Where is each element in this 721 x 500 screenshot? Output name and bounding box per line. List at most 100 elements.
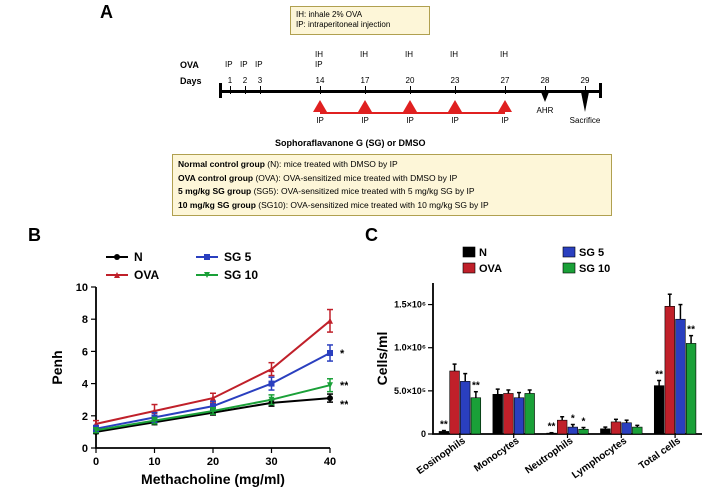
chart-c-legend-N: N xyxy=(479,247,487,259)
timeline-day-14: 14 xyxy=(316,76,325,85)
chart-b-xtick: 40 xyxy=(324,456,336,468)
chart-c-bar-Eosinophils-SG 5 xyxy=(460,381,470,434)
chart-c-bar-Neutrophils-SG 5 xyxy=(568,427,578,434)
chart-b-xtick: 30 xyxy=(265,456,277,468)
chart-c-cat-Eosinophils: Eosinophils xyxy=(415,435,468,477)
panel-c-label: C xyxy=(365,225,378,246)
timeline-bottom-ip-23: IP xyxy=(451,116,459,125)
chart-c-cat-Total cells: Total cells xyxy=(637,435,683,472)
timeline-day-27: 27 xyxy=(501,76,510,85)
red-triangle-20 xyxy=(403,100,417,112)
chart-c-sig: ** xyxy=(655,370,663,381)
timeline-ip-14: IP xyxy=(315,60,323,69)
chart-c-legend-SG 5: SG 5 xyxy=(579,247,604,259)
red-triangle-17 xyxy=(358,100,372,112)
red-triangle-27 xyxy=(498,100,512,112)
chart-b-legend-SG 5: SG 5 xyxy=(224,250,252,264)
chart-c-bar-Monocytes-SG 5 xyxy=(514,398,524,434)
chart-b-ytick: 6 xyxy=(82,346,88,358)
chart-c-bar-Neutrophils-SG 10 xyxy=(579,429,589,434)
chart-c-cat-Neutrophils: Neutrophils xyxy=(523,435,575,476)
chart-c-bar-Lymphocytes-SG 5 xyxy=(622,423,632,434)
chart-c-ytick: 0 xyxy=(421,429,426,439)
chart-b-ylabel: Penh xyxy=(49,350,65,384)
chart-b-ytick: 2 xyxy=(82,411,88,423)
timeline-ih-27: IH xyxy=(500,50,508,59)
chart-c-bar-Neutrophils-OVA xyxy=(557,420,567,434)
chart-c-bar-Eosinophils-SG 10 xyxy=(471,398,481,434)
timeline-bottom-ip-17: IP xyxy=(361,116,369,125)
chart-b-ytick: 8 xyxy=(82,314,88,326)
timeline-day-29: 29 xyxy=(581,76,590,85)
chart-c-sig: ** xyxy=(548,422,556,433)
legend-line-1: IH: inhale 2% OVA xyxy=(296,10,424,20)
chart-c-bar-Monocytes-N xyxy=(493,394,503,434)
chart-c-bar-Lymphocytes-N xyxy=(600,429,610,434)
chart-b-xtick: 20 xyxy=(207,456,219,468)
chart-b-ytick: 0 xyxy=(82,443,88,455)
chart-c-ytick: 5.0×10⁵ xyxy=(394,386,426,396)
chart-c-ytick: 1.0×10⁶ xyxy=(394,343,426,353)
chart-c-bar-Total cells-SG 10 xyxy=(686,343,696,434)
red-triangle-23 xyxy=(448,100,462,112)
chart-c: 05.0×10⁵1.0×10⁶1.5×10⁶Cells/ml****Eosino… xyxy=(375,245,710,490)
panel-a-legend-box: IH: inhale 2% OVA IP: intraperitoneal in… xyxy=(290,6,430,35)
sg-treatment-label: Sophoraflavanone G (SG) or DMSO xyxy=(275,138,426,148)
timeline-day-20: 20 xyxy=(406,76,415,85)
chart-c-bar-Monocytes-SG 10 xyxy=(525,393,535,434)
timeline-day-28: 28 xyxy=(541,76,550,85)
chart-c-sig: ** xyxy=(687,325,695,336)
panel-b-label: B xyxy=(28,225,41,246)
timeline-bottom-ip-14: IP xyxy=(316,116,324,125)
chart-b-ytick: 4 xyxy=(82,379,89,391)
timeline-day-23: 23 xyxy=(451,76,460,85)
timeline-ih-14: IH xyxy=(315,50,323,59)
group-desc-2: 5 mg/kg SG group (SG5): OVA-sensitized m… xyxy=(178,185,606,199)
chart-c-sig: ** xyxy=(440,420,448,431)
chart-b-xlabel: Methacholine (mg/ml) xyxy=(141,471,285,487)
chart-b-legend-OVA: OVA xyxy=(134,268,159,282)
group-desc-3: 10 mg/kg SG group (SG10): OVA-sensitized… xyxy=(178,199,606,213)
chart-c-legend-SG 10: SG 10 xyxy=(579,263,610,275)
panel-a: IH: inhale 2% OVA IP: intraperitoneal in… xyxy=(80,2,640,222)
chart-b: 0246810010203040Methacholine (mg/ml)Penh… xyxy=(48,245,348,490)
chart-c-ylabel: Cells/ml xyxy=(375,332,390,386)
chart-b-sig-sg5: * xyxy=(340,348,345,360)
chart-c-cat-Lymphocytes: Lymphocytes xyxy=(570,435,629,481)
timeline-ip-2: IP xyxy=(240,60,248,69)
chart-b-legend-N: N xyxy=(134,250,143,264)
timeline-bottom-ip-27: IP xyxy=(501,116,509,125)
chart-c-sig: ** xyxy=(472,381,480,392)
timeline-ova-label: OVA xyxy=(180,60,199,70)
chart-c-bar-Total cells-SG 5 xyxy=(676,319,686,434)
timeline-day-17: 17 xyxy=(361,76,370,85)
red-triangle-14 xyxy=(313,100,327,112)
chart-c-ytick: 1.5×10⁶ xyxy=(394,300,426,310)
chart-c-bar-Eosinophils-OVA xyxy=(450,371,460,434)
timeline-endlabel-28: AHR xyxy=(537,106,554,115)
groups-description-box: Normal control group (N): mice treated w… xyxy=(172,154,612,216)
chart-b-xtick: 0 xyxy=(93,456,99,468)
chart-c-bar-Lymphocytes-SG 10 xyxy=(632,427,642,434)
timeline-ih-17: IH xyxy=(360,50,368,59)
timeline-bottom-ip-20: IP xyxy=(406,116,414,125)
chart-c-legend-OVA: OVA xyxy=(479,263,502,275)
timeline-day-1: 1 xyxy=(228,76,232,85)
chart-c-sig: * xyxy=(582,417,586,428)
timeline-ip-3: IP xyxy=(255,60,263,69)
chart-b-svg: 0246810010203040Methacholine (mg/ml)Penh… xyxy=(48,245,348,490)
group-desc-0: Normal control group (N): mice treated w… xyxy=(178,158,606,172)
chart-b-sig-sg10: ** xyxy=(340,380,348,392)
timeline-ih-20: IH xyxy=(405,50,413,59)
chart-c-bar-Eosinophils-N xyxy=(439,431,449,434)
chart-b-sig-n: ** xyxy=(340,399,348,411)
chart-b-legend-SG 10: SG 10 xyxy=(224,268,258,282)
timeline-endlabel-29: Sacrifice xyxy=(570,116,601,125)
chart-b-series-SG 5 xyxy=(96,353,330,429)
timeline-day-3: 3 xyxy=(258,76,262,85)
chart-b-ytick: 10 xyxy=(76,282,88,294)
timeline-ip-1: IP xyxy=(225,60,233,69)
chart-c-svg: 05.0×10⁵1.0×10⁶1.5×10⁶Cells/ml****Eosino… xyxy=(375,245,710,490)
timeline-day-2: 2 xyxy=(243,76,247,85)
chart-c-sig: * xyxy=(571,414,575,425)
